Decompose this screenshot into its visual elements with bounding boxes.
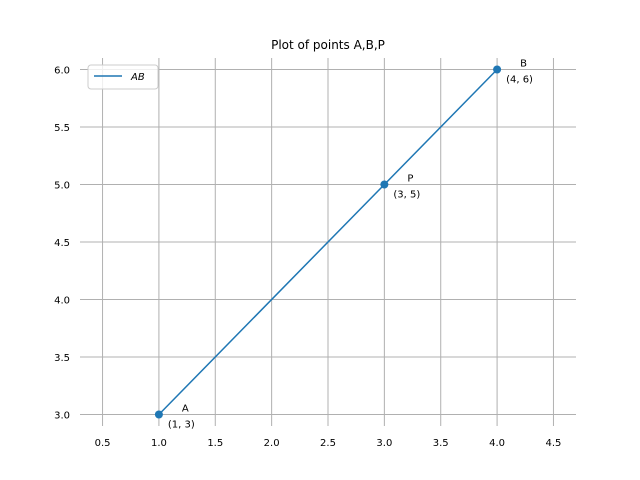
y-tick-label: 4.0 [54,296,70,307]
data-point-p [380,180,389,189]
x-tick-label: 3.0 [376,438,392,449]
x-tick-label: 4.5 [546,438,562,449]
legend-label: AB [130,72,145,83]
data-point-b [493,65,502,74]
tick-labels: 0.5 1.0 1.5 2.0 2.5 3.0 3.5 4.0 4.5 3.0 3.5 4.0 4.5 5… [54,66,561,450]
x-tick-label: 2.5 [320,438,336,449]
point-coord-a: (1, 3) [168,420,195,431]
plot-area [154,65,502,419]
x-tick-label: 1.0 [151,438,167,449]
y-tick-label: 3.5 [54,353,70,364]
chart-title: Plot of points A,B,P [271,38,385,52]
point-label-a: A [182,404,189,415]
point-coord-p: (3, 5) [393,190,420,201]
point-coord-b: (4, 6) [506,75,533,86]
series-line-ab [158,68,498,416]
point-annotations: A (1, 3) P (3, 5) B (4, 6) [168,59,533,431]
y-tick-label: 4.5 [54,238,70,249]
point-label-b: B [520,59,527,70]
y-tick-label: 3.0 [54,411,70,422]
point-label-p: P [407,174,413,185]
y-tick-label: 5.5 [54,123,70,134]
x-tick-label: 0.5 [95,438,111,449]
x-tick-label: 3.5 [433,438,449,449]
data-point-a [154,410,163,419]
legend: AB [87,64,159,90]
y-tick-label: 5.0 [54,181,70,192]
y-tick-label: 6.0 [54,66,70,77]
x-tick-label: 2.0 [264,438,280,449]
x-tick-label: 4.0 [489,438,505,449]
x-tick-label: 1.5 [207,438,223,449]
legend-box [87,64,159,90]
